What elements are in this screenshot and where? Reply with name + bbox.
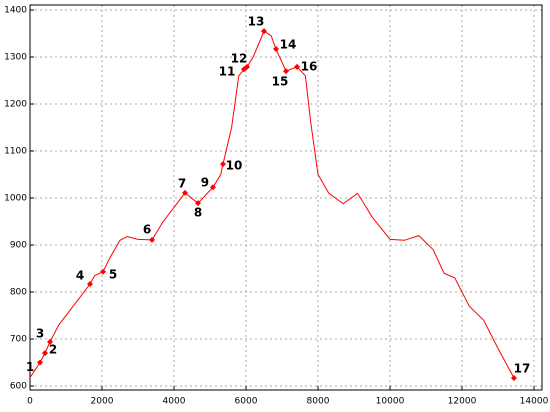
waypoint-label: 13: [248, 15, 265, 29]
x-tick-label: 14000: [520, 397, 549, 407]
y-tick-label: 700: [10, 335, 27, 345]
waypoint-label: 9: [201, 176, 209, 190]
waypoint-label: 11: [219, 65, 236, 79]
x-tick-label: 6000: [235, 397, 258, 407]
waypoint-label: 2: [49, 343, 57, 357]
waypoint-label: 4: [76, 269, 84, 283]
waypoint-marker: [261, 28, 267, 35]
waypoint-marker: [219, 161, 226, 168]
waypoint-marker: [282, 68, 289, 75]
waypoint-marker: [272, 46, 279, 53]
waypoint-label: 17: [514, 362, 531, 376]
x-tick-label: 4000: [163, 397, 186, 407]
waypoint-marker: [510, 375, 517, 382]
x-tick-label: 8000: [307, 397, 330, 407]
y-tick-label: 800: [10, 288, 27, 298]
waypoint-marker: [182, 189, 189, 196]
x-tick-label: 2000: [91, 397, 114, 407]
waypoint-marker: [37, 359, 44, 366]
waypoint-label: 3: [36, 326, 44, 340]
y-tick-label: 1200: [4, 100, 27, 110]
waypoint-label: 8: [194, 206, 202, 220]
waypoint-label: 5: [109, 267, 117, 281]
waypoint-label: 15: [272, 75, 289, 89]
x-tick-label: 0: [27, 397, 33, 407]
y-tick-label: 1000: [4, 194, 27, 204]
waypoint-label: 7: [178, 176, 186, 190]
waypoint-label: 10: [226, 159, 243, 173]
waypoint-label: 16: [301, 59, 318, 73]
waypoint-marker: [87, 281, 94, 288]
y-tick-label: 900: [10, 241, 27, 251]
waypoint-marker: [100, 268, 107, 275]
waypoint-marker: [195, 200, 202, 207]
waypoint-marker: [149, 236, 156, 243]
waypoint-marker: [47, 338, 54, 345]
x-tick-label: 12000: [448, 397, 477, 407]
waypoint-label: 6: [143, 222, 151, 236]
y-tick-label: 1400: [4, 6, 27, 16]
waypoint-marker: [42, 350, 49, 357]
y-tick-label: 600: [10, 382, 27, 392]
waypoint-label: 14: [280, 38, 297, 52]
waypoint-marker: [209, 184, 216, 191]
y-tick-label: 1300: [4, 53, 27, 63]
waypoint-marker: [294, 63, 301, 70]
waypoint-marker: [244, 63, 251, 70]
waypoint-label: 1: [26, 360, 34, 374]
x-tick-label: 10000: [376, 397, 405, 407]
y-tick-label: 1100: [4, 147, 27, 157]
waypoint-label: 12: [231, 51, 248, 65]
